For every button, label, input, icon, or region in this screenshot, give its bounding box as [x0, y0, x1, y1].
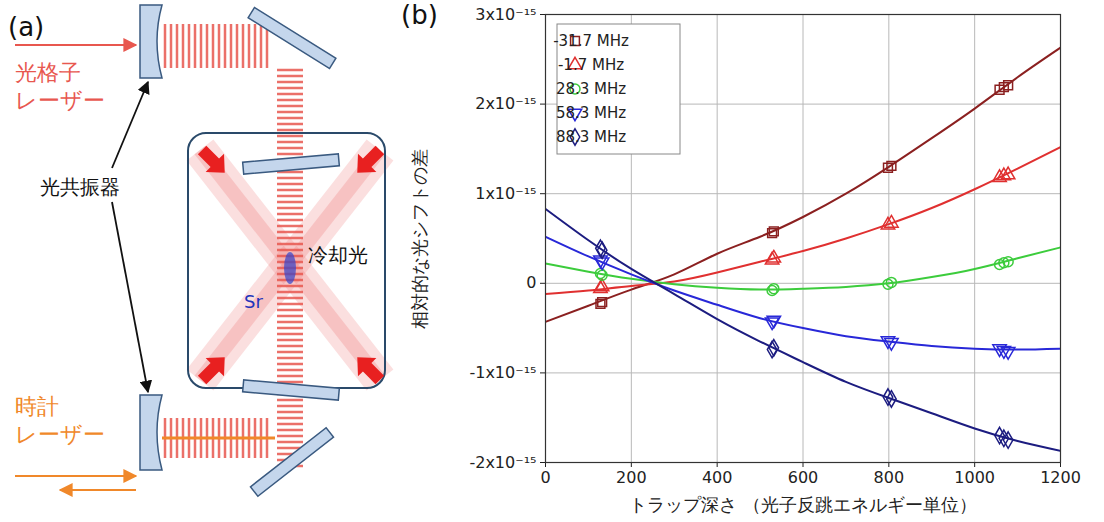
svg-text:光共振器: 光共振器	[40, 175, 120, 199]
svg-text:トラップ深さ （光子反跳エネルギー単位）: トラップ深さ （光子反跳エネルギー単位）	[629, 494, 977, 515]
svg-text:0: 0	[526, 273, 536, 292]
svg-text:600: 600	[788, 468, 819, 487]
svg-text:時計: 時計	[15, 394, 59, 419]
svg-text:冷却光: 冷却光	[308, 243, 368, 267]
svg-text:Sr: Sr	[244, 291, 263, 312]
svg-text:相対的な光シフトの差: 相対的な光シフトの差	[409, 149, 430, 329]
svg-text:レーザー: レーザー	[15, 88, 105, 113]
svg-text:レーザー: レーザー	[15, 422, 105, 447]
svg-text:200: 200	[616, 468, 647, 487]
svg-text:光格子: 光格子	[15, 60, 81, 85]
svg-text:88.3 MHz: 88.3 MHz	[556, 128, 626, 146]
svg-text:800: 800	[874, 468, 905, 487]
svg-text:28.3 MHz: 28.3 MHz	[556, 80, 626, 98]
svg-text:1200: 1200	[1040, 468, 1081, 487]
svg-text:1000: 1000	[954, 468, 995, 487]
svg-text:-31.7 MHz: -31.7 MHz	[553, 32, 629, 50]
html-text:(b): (b)	[401, 0, 438, 30]
svg-text:0: 0	[540, 468, 550, 487]
svg-text:-1.7 MHz: -1.7 MHz	[558, 56, 624, 74]
svg-text:2x10⁻¹⁵: 2x10⁻¹⁵	[475, 94, 536, 113]
svg-text:400: 400	[702, 468, 733, 487]
svg-text:-2x10⁻¹⁵: -2x10⁻¹⁵	[469, 453, 536, 472]
svg-text:58.3 MHz: 58.3 MHz	[556, 104, 626, 122]
svg-text:3x10⁻¹⁵: 3x10⁻¹⁵	[475, 5, 536, 24]
svg-text:(a): (a)	[8, 12, 44, 42]
svg-text:-1x10⁻¹⁵: -1x10⁻¹⁵	[469, 363, 536, 382]
svg-text:1x10⁻¹⁵: 1x10⁻¹⁵	[475, 184, 536, 203]
